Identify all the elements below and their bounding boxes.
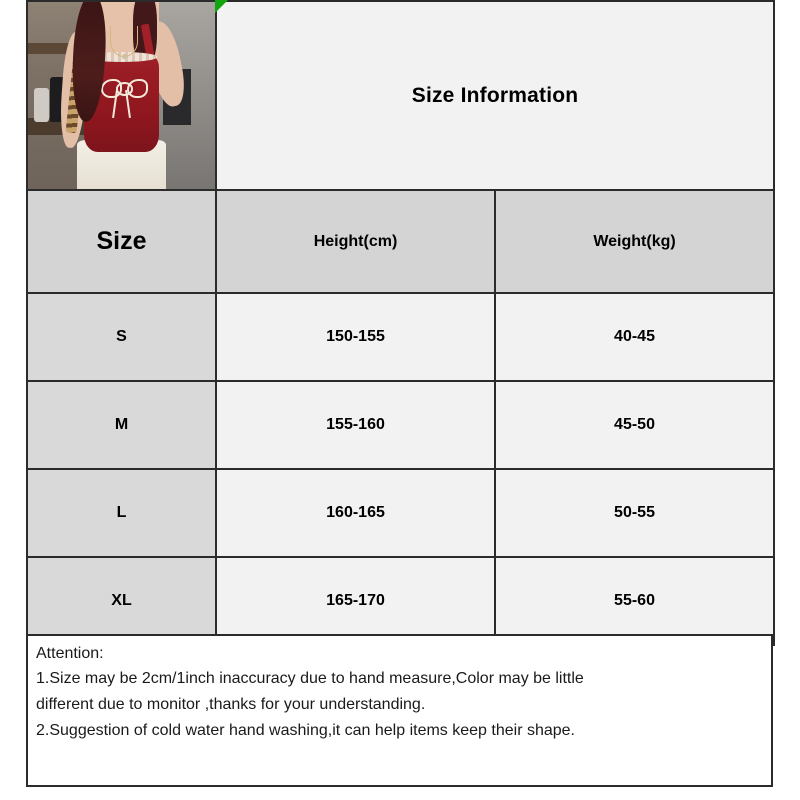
table-row: XL 165-170 55-60 bbox=[26, 556, 776, 646]
photo-lace-trim bbox=[85, 52, 158, 62]
green-corner-flag-icon bbox=[215, 0, 228, 13]
photo-pendant bbox=[121, 54, 127, 60]
table-header-row: Size Height(cm) Weight(kg) bbox=[26, 189, 776, 294]
cell-weight: 40-45 bbox=[493, 292, 776, 382]
attention-notes-box: Attention: 1.Size may be 2cm/1inch inacc… bbox=[26, 634, 773, 787]
cell-height: 155-160 bbox=[215, 380, 496, 470]
cell-size: M bbox=[26, 380, 217, 470]
photo-white-bottle bbox=[33, 88, 49, 122]
cell-size: S bbox=[26, 292, 217, 382]
photo-upper-shelf bbox=[29, 43, 77, 55]
table-top-row: Size Information bbox=[26, 0, 776, 191]
table-row: L 160-165 50-55 bbox=[26, 468, 776, 558]
column-header-height-label: Height(cm) bbox=[313, 232, 398, 250]
attention-note-2: 2.Suggestion of cold water hand washing,… bbox=[36, 722, 575, 739]
photo-bow-knot bbox=[115, 82, 133, 96]
cell-weight: 50-55 bbox=[493, 468, 776, 558]
column-header-size-label: Size bbox=[96, 227, 147, 255]
size-information-title-cell: Size Information bbox=[214, 0, 776, 191]
product-photo-image bbox=[29, 3, 214, 188]
cell-height: 160-165 bbox=[215, 468, 496, 558]
column-header-height: Height(cm) bbox=[215, 189, 496, 294]
cell-height: 150-155 bbox=[215, 292, 496, 382]
cell-weight: 55-60 bbox=[493, 556, 776, 646]
attention-title: Attention: bbox=[36, 645, 104, 662]
size-information-table: Size Information Size Height(cm) Weight(… bbox=[26, 0, 776, 646]
attention-note-1-line-2: different due to monitor ,thanks for you… bbox=[36, 696, 426, 713]
page-title: Size Information bbox=[411, 83, 579, 107]
cell-weight: 45-50 bbox=[493, 380, 776, 470]
cell-height: 165-170 bbox=[215, 556, 496, 646]
product-photo-cell bbox=[26, 0, 217, 191]
cell-size: L bbox=[26, 468, 217, 558]
cell-size: XL bbox=[26, 556, 217, 646]
table-row: M 155-160 45-50 bbox=[26, 380, 776, 470]
table-row: S 150-155 40-45 bbox=[26, 292, 776, 382]
column-header-size: Size bbox=[26, 189, 217, 294]
column-header-weight-label: Weight(kg) bbox=[593, 232, 676, 250]
column-header-weight: Weight(kg) bbox=[493, 189, 776, 294]
attention-note-1-line-1: 1.Size may be 2cm/1inch inaccuracy due t… bbox=[36, 670, 584, 687]
